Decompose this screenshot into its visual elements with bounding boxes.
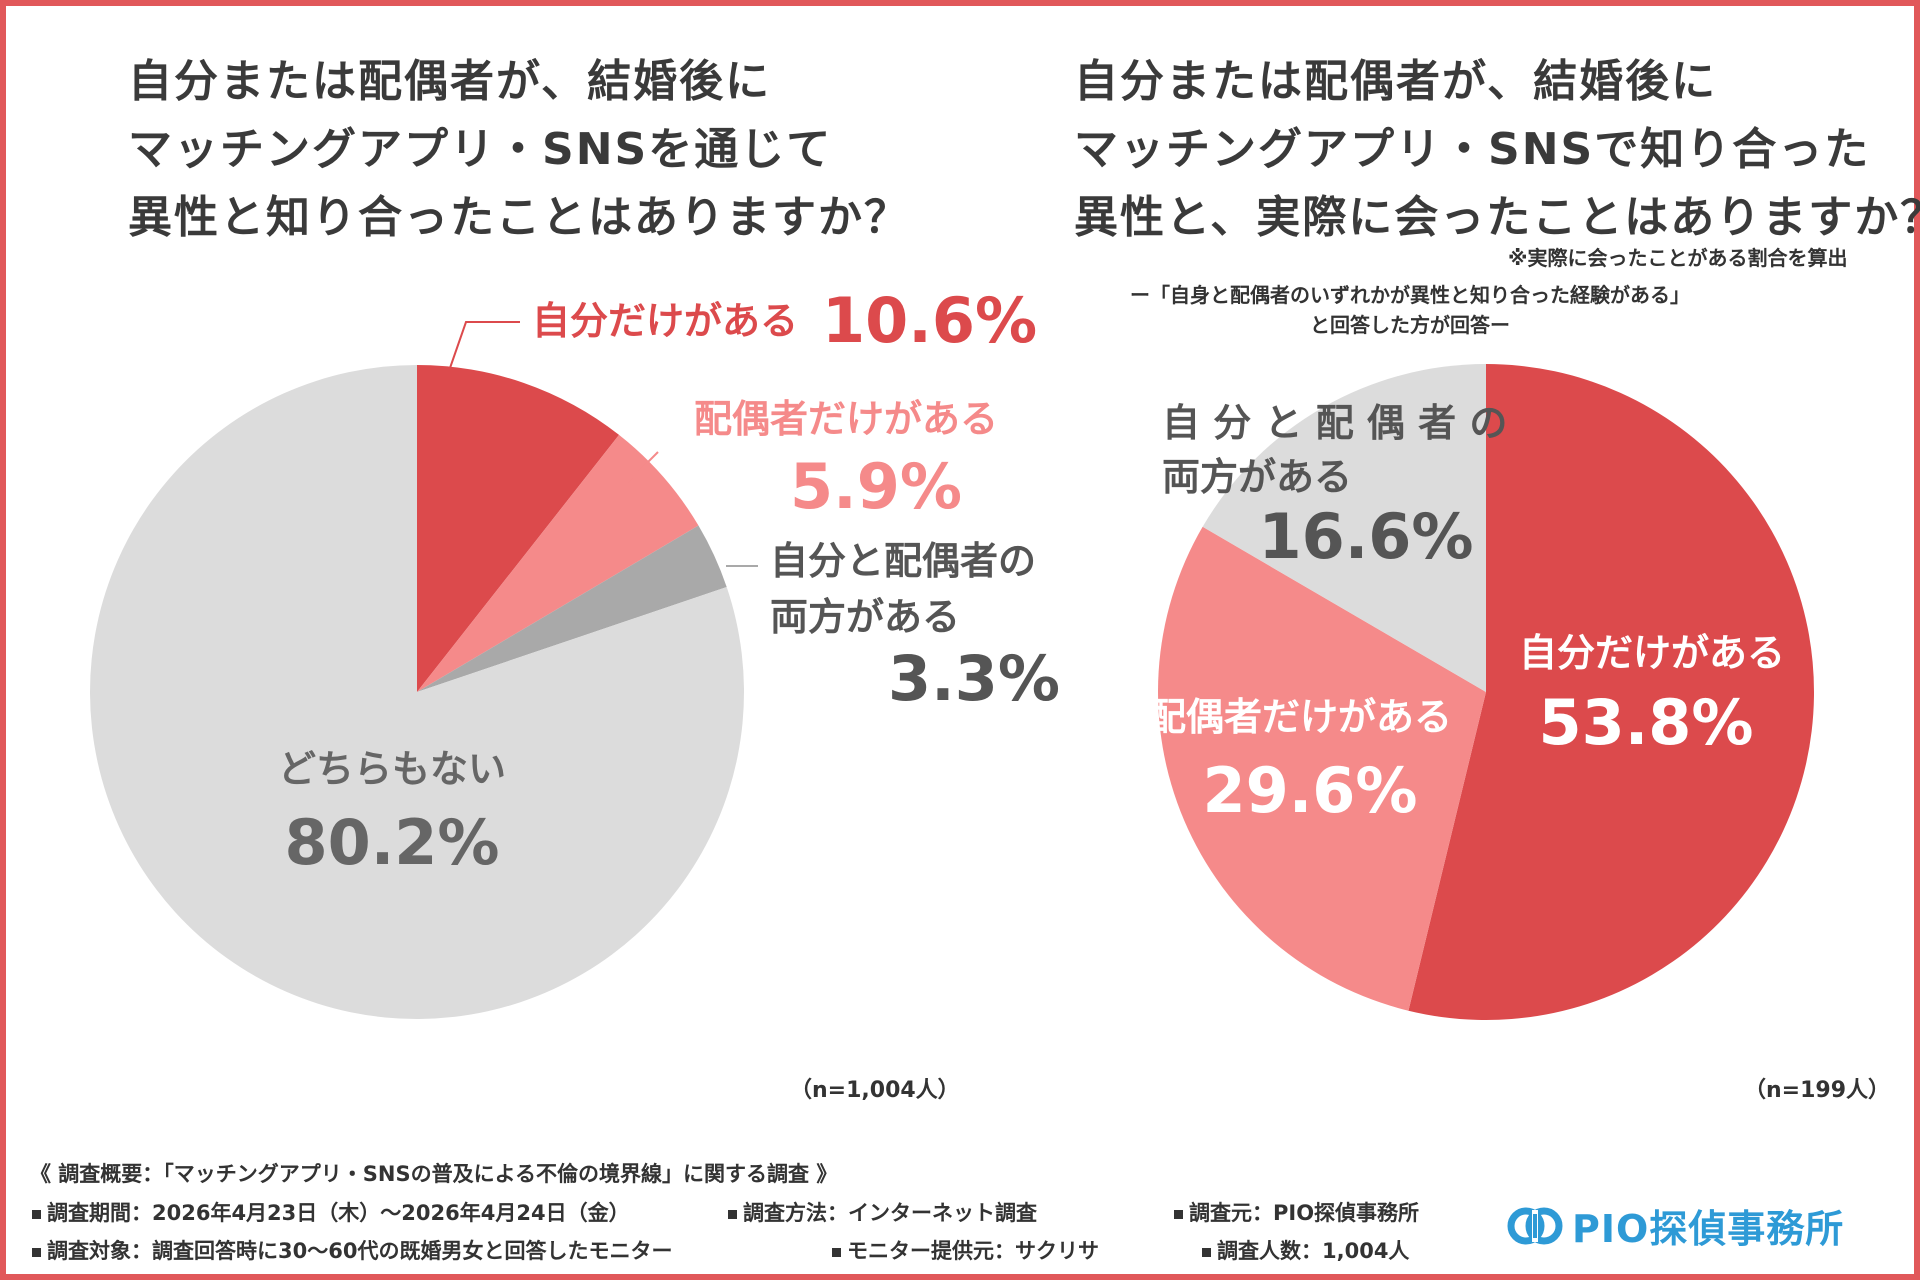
survey-period-text: 調査期間：2026年4月23日（木）～2026年4月24日（金） [47, 1201, 630, 1225]
right-pie-slice-spouse [1158, 526, 1486, 1011]
survey-target: 調査対象：調査回答時に30～60代の既婚男女と回答したモニター [32, 1235, 672, 1265]
left-pie-slice-self [417, 365, 620, 692]
bullet-icon [1174, 1209, 1183, 1219]
right-slice-value-self: 53.8% [1538, 686, 1753, 759]
left-slice-label-neither: どちらもない [278, 747, 506, 791]
right-pie-slice-self [1408, 364, 1815, 1020]
survey-method: 調査方法：インターネット調査 [728, 1197, 1037, 1227]
survey-source: 調査元：PIO探偵事務所 [1174, 1197, 1419, 1227]
pio-logo-icon [1507, 1207, 1563, 1244]
bullet-icon [832, 1247, 841, 1257]
bullet-icon [32, 1247, 41, 1257]
left-legend-leaders [449, 321, 758, 567]
left-pie-slice-neither [90, 365, 745, 1019]
left-slice-value-neither: 80.2% [284, 806, 499, 879]
left-slice-label-both-1: 自分と配偶者の [770, 539, 1036, 583]
survey-target-text: 調査対象：調査回答時に30～60代の既婚男女と回答したモニター [47, 1239, 673, 1263]
pio-logo: PIO探偵事務所 [1506, 1198, 1844, 1253]
monitor-provider: モニター提供元：サクリサ [832, 1235, 1099, 1265]
right-slice-value-spouse: 29.6% [1202, 754, 1417, 827]
left-slice-value-spouse: 5.9% [790, 450, 962, 523]
left-pie-chart [90, 365, 745, 1019]
right-title-line-1: 自分または配偶者が、結婚後に [1074, 56, 1718, 107]
bullet-icon [1202, 1247, 1211, 1257]
left-sample-size: （n=1,004人） [790, 1078, 960, 1103]
right-subtitle-line-2: と回答した方が回答ー [1310, 313, 1510, 337]
survey-count-text: 調査人数：1,004人 [1217, 1239, 1410, 1263]
right-slice-value-both: 16.6% [1258, 500, 1473, 573]
right-sample-size: （n=199人） [1744, 1078, 1891, 1103]
left-title-line-1: 自分または配偶者が、結婚後に [128, 56, 772, 107]
left-slice-label-both-2: 両方がある [770, 595, 960, 639]
survey-source-text: 調査元：PIO探偵事務所 [1189, 1201, 1420, 1225]
right-title-line-3: 異性と、実際に会ったことはありますか？ [1074, 192, 1920, 243]
survey-summary-header: 《 調査概要：「マッチングアプリ・SNSの普及による不倫の境界線」に関する調査 … [30, 1162, 838, 1186]
right-subtitle-line-1: ー「自身と配偶者のいずれかが異性と知り合った経験がある」 [1130, 283, 1690, 307]
right-slice-label-spouse: 配偶者だけがある [1148, 695, 1452, 739]
left-chart-title: 自分または配偶者が、結婚後に マッチングアプリ・SNSを通じて 異性と知り合った… [128, 48, 910, 252]
left-title-line-3: 異性と知り合ったことはありますか？ [128, 192, 910, 243]
leader-line-spouse [621, 451, 659, 489]
right-slice-label-both-1: 自 分 と 配 偶 者 の [1162, 401, 1507, 445]
right-chart-note: ※実際に会ったことがある割合を算出 [1508, 246, 1848, 270]
survey-period: 調査期間：2026年4月23日（木）～2026年4月24日（金） [32, 1197, 630, 1227]
pio-logo-text: PIO探偵事務所 [1572, 1207, 1845, 1251]
right-title-line-2: マッチングアプリ・SNSで知り合った [1074, 124, 1871, 175]
right-slice-label-both-2: 両方がある [1162, 455, 1352, 499]
survey-count: 調査人数：1,004人 [1202, 1235, 1409, 1265]
bullet-icon [728, 1209, 737, 1219]
right-slice-label-self: 自分だけがある [1519, 631, 1785, 675]
left-pie-slice-spouse [417, 434, 699, 692]
left-pie-slice-both [417, 525, 727, 692]
survey-method-text: 調査方法：インターネット調査 [743, 1201, 1037, 1225]
bullet-icon [32, 1209, 41, 1219]
left-slice-value-self: 10.6% [822, 284, 1037, 357]
right-chart-title: 自分または配偶者が、結婚後に マッチングアプリ・SNSで知り合った 異性と、実際… [1074, 48, 1920, 252]
right-chart-subtitle: ー「自身と配偶者のいずれかが異性と知り合った経験がある」 と回答した方が回答ー [1130, 280, 1690, 340]
leader-line-self [449, 321, 520, 369]
right-pie-slice-both [1202, 364, 1486, 692]
left-slice-label-spouse: 配偶者だけがある [694, 397, 998, 441]
right-pie-chart [1158, 364, 1815, 1020]
left-slice-label-self: 自分だけがある [532, 299, 798, 343]
left-slice-value-both: 3.3% [888, 642, 1060, 715]
monitor-provider-text: モニター提供元：サクリサ [847, 1239, 1099, 1263]
left-title-line-2: マッチングアプリ・SNSを通じて [128, 124, 833, 175]
